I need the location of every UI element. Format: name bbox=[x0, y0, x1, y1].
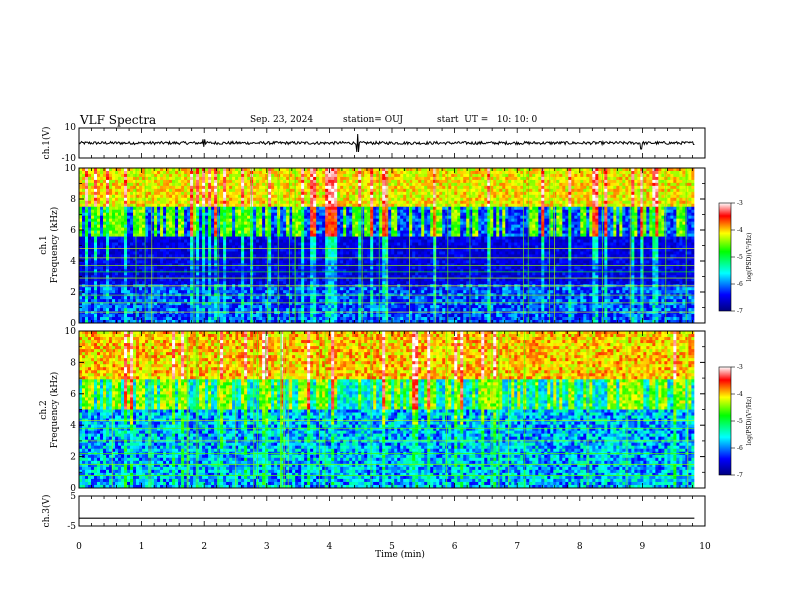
time-axis-ticks bbox=[78, 128, 706, 526]
ch3-ytick-top: 5 bbox=[70, 492, 76, 502]
colorbar-tick-label: -3 bbox=[737, 364, 743, 371]
ch2-spectrogram-image bbox=[79, 331, 705, 489]
ch1-spectrogram-image bbox=[79, 168, 705, 324]
ch2-colorbar-label: log(PSD)(V²/Hz) bbox=[746, 397, 753, 446]
freq-tick-label: 6 bbox=[70, 390, 76, 400]
time-tick-label: 7 bbox=[514, 542, 520, 552]
date-label: Sep. 23, 2024 bbox=[250, 115, 313, 125]
ch2-label: ch.2 bbox=[39, 400, 49, 419]
ch1-waveform-line bbox=[78, 133, 695, 153]
freq-tick-label: 0 bbox=[70, 484, 76, 494]
ch2-freq-ylabel: Frequency (kHz) bbox=[49, 372, 60, 449]
freq-tick-label: 8 bbox=[70, 358, 76, 368]
time-tick-label: 0 bbox=[76, 542, 82, 552]
colorbar-tick-label: -7 bbox=[737, 308, 743, 315]
freq-tick-label: 0 bbox=[70, 319, 76, 329]
station-label: station= OUJ bbox=[343, 115, 403, 125]
ch2-freq-ticks: 0 2 4 6 8 10 bbox=[65, 327, 705, 494]
freq-tick-label: 10 bbox=[65, 164, 77, 174]
ch1-colorbar-label: log(PSD)(V²/Hz) bbox=[746, 233, 753, 282]
ch1-ytick-top: 10 bbox=[65, 123, 77, 133]
ch1-freq-ylabel: Frequency (kHz) bbox=[49, 207, 60, 284]
colorbar-tick-label: -6 bbox=[737, 281, 743, 288]
colorbar-tick-label: -4 bbox=[737, 391, 743, 398]
time-tick-label: 10 bbox=[699, 542, 711, 552]
colorbar-tick-label: -6 bbox=[737, 445, 743, 452]
colorbar-tick-label: -4 bbox=[737, 227, 743, 234]
ch1-waveform-panel: 10 -10 ch.1(V) bbox=[41, 123, 706, 164]
ch3-waveform-panel: 5 -5 ch.3(V) bbox=[41, 492, 706, 532]
time-tick-label: 8 bbox=[577, 542, 583, 552]
freq-tick-label: 10 bbox=[65, 327, 77, 337]
freq-tick-label: 4 bbox=[70, 421, 76, 431]
time-tick-label: 2 bbox=[201, 542, 207, 552]
ch1-volt-ylabel: ch.1(V) bbox=[41, 127, 52, 160]
colorbar-tick-label: -5 bbox=[737, 254, 743, 261]
time-tick-label: 3 bbox=[264, 542, 270, 552]
freq-tick-label: 2 bbox=[70, 453, 76, 463]
freq-tick-label: 2 bbox=[70, 288, 76, 298]
time-axis-label: Time (min) bbox=[375, 549, 425, 560]
freq-tick-label: 4 bbox=[70, 257, 76, 267]
time-axis-labels: 0 1 2 3 4 5 6 7 8 9 10 bbox=[76, 542, 711, 552]
freq-tick-label: 6 bbox=[70, 226, 76, 236]
freq-tick-label: 8 bbox=[70, 195, 76, 205]
time-tick-label: 4 bbox=[327, 542, 333, 552]
colorbar-tick-label: -3 bbox=[737, 200, 743, 207]
ch1-ytick-bottom: -10 bbox=[62, 154, 77, 164]
figure-title: VLF Spectra bbox=[80, 113, 156, 127]
ch1-colorbar: -3 -4 -5 -6 -7 log(PSD)(V²/Hz) bbox=[718, 200, 753, 315]
ch2-spectrogram-panel: 0 2 4 6 8 10 ch.2 Frequency (kHz) bbox=[39, 327, 706, 494]
colorbar-tick-label: -5 bbox=[737, 418, 743, 425]
ch2-colorbar: -3 -4 -5 -6 -7 log(PSD)(V²/Hz) bbox=[718, 364, 753, 479]
time-tick-label: 6 bbox=[452, 542, 458, 552]
ch1-label: ch.1 bbox=[39, 235, 49, 254]
time-tick-label: 1 bbox=[139, 542, 145, 552]
start-time-label: start UT = 10: 10: 0 bbox=[437, 115, 537, 125]
time-tick-label: 9 bbox=[640, 542, 646, 552]
ch1-freq-ticks: 0 2 4 6 8 10 bbox=[65, 164, 705, 329]
ch1-spectrogram-panel: 0 2 4 6 8 10 ch.1 Frequency (kHz) bbox=[39, 164, 706, 329]
colorbar-tick-label: -7 bbox=[737, 472, 743, 479]
time-tick-label: 5 bbox=[389, 542, 395, 552]
ch3-ytick-bottom: -5 bbox=[67, 522, 76, 532]
ch3-volt-ylabel: ch.3(V) bbox=[41, 495, 52, 528]
